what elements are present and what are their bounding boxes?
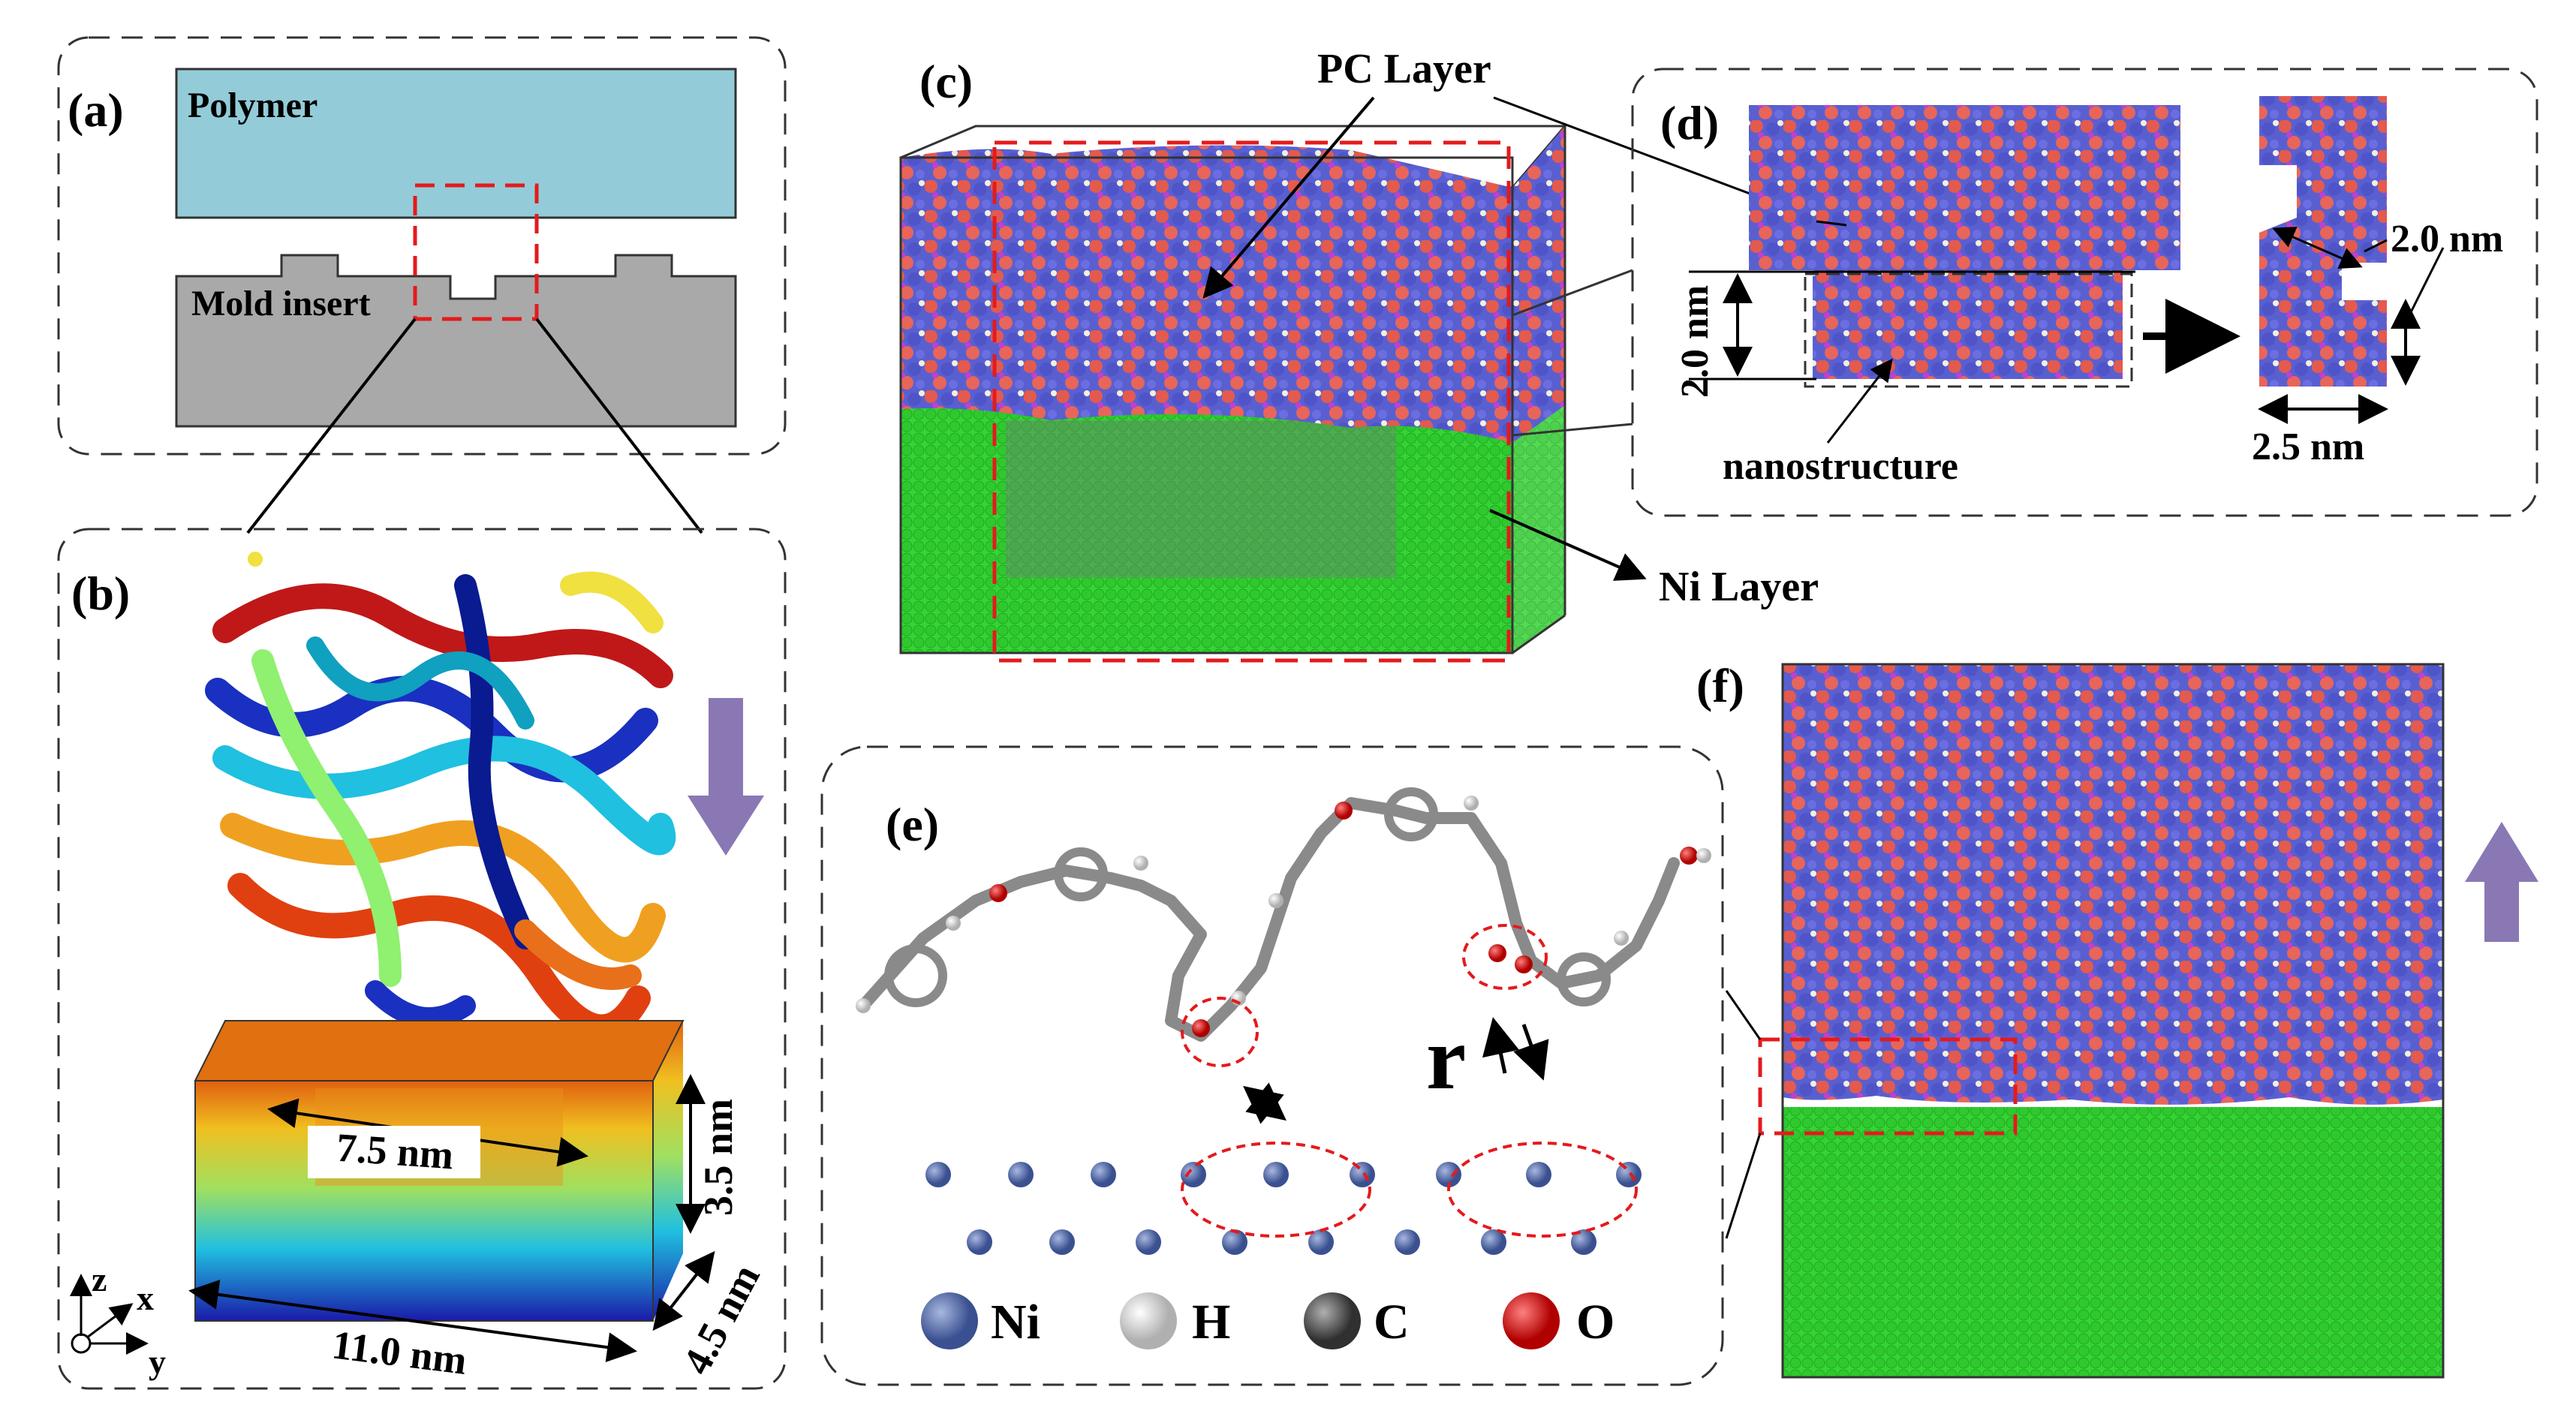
pc-layer-arrow	[1202, 96, 1375, 299]
panel-b: (b) 7.5 nm	[57, 528, 787, 1390]
zoom-region-dash	[413, 183, 539, 321]
ni-layer-side	[1512, 405, 1565, 653]
panel-a-label: (a)	[68, 83, 124, 137]
panel-f: (f)	[1696, 659, 2538, 1379]
pc-layer-label: PC Layer	[1317, 46, 1491, 92]
interaction-arrow-1	[1243, 1082, 1286, 1124]
panel-e: (e) r	[820, 745, 1724, 1386]
dim-right-text: 2.0 nm	[2391, 218, 2503, 260]
ni-highlight-2	[1447, 1142, 1638, 1238]
pc-layer-block	[901, 126, 1565, 443]
zoom-source-dash	[1758, 1037, 2018, 1136]
legend-h-icon	[1120, 1292, 1177, 1349]
highlight-ellipse-2	[1462, 924, 1548, 990]
mold-insert-label: Mold insert	[191, 284, 371, 323]
connector-d-1	[1512, 269, 1633, 317]
panel-e-frame	[820, 745, 1724, 1386]
ni-layer-label: Ni Layer	[1659, 564, 1819, 610]
pc-slab-right	[2259, 96, 2387, 387]
pc-layer-f	[1783, 664, 2443, 1105]
pc-molecule	[856, 787, 1711, 1042]
nanostructure-label: nanostructure	[1723, 445, 1958, 488]
mold-insert-block	[175, 254, 737, 428]
dim-height-text: 3.5 nm	[696, 1099, 741, 1216]
zoom-line-f-1	[1725, 990, 1762, 1040]
axis-y-label: y	[149, 1343, 166, 1381]
legend-o-label: O	[1576, 1295, 1615, 1349]
highlight-ellipse-1	[1181, 997, 1259, 1067]
panel-d: (d) 2.0 nm nanostructure 2.0 nm 2.5 nm	[1631, 68, 2538, 517]
connector-d-2	[1512, 423, 1633, 437]
arrow-down-icon	[688, 698, 764, 856]
dim-right-leader1	[2364, 239, 2388, 253]
dim-right-leader2	[2408, 247, 2445, 316]
dim-inner-text: 7.5 nm	[335, 1125, 455, 1178]
panel-b-label: (b)	[71, 567, 130, 620]
axis-z-label: z	[92, 1260, 107, 1298]
ni-layer-f	[1783, 1107, 2443, 1377]
panel-d-label: (d)	[1660, 96, 1719, 149]
axis-x-label: x	[137, 1279, 154, 1317]
axes-icon	[70, 1274, 149, 1355]
polymer-block	[175, 68, 737, 219]
r-arrow-down	[1513, 1024, 1549, 1081]
dim-width-text: 2.5 nm	[2252, 426, 2364, 468]
red-dashed-region	[992, 140, 1511, 663]
polymer-label: Polymer	[188, 86, 317, 125]
pc-slab-left	[1749, 105, 2180, 379]
arrow-up-icon	[2465, 822, 2538, 942]
dim-length-text: 11.0 nm	[330, 1322, 469, 1382]
panel-b-frame	[57, 528, 787, 1390]
ni-highlight-1	[1181, 1142, 1371, 1238]
box-edge	[1512, 614, 1566, 654]
atom-legend: Ni H C O	[921, 1292, 1615, 1349]
legend-ni-label: Ni	[991, 1295, 1040, 1349]
legend-h-label: H	[1192, 1295, 1230, 1349]
zoom-line-f-2	[1725, 1133, 1762, 1239]
dim-right-ref	[2272, 227, 2363, 269]
panel-f-frame	[1781, 663, 2445, 1379]
panel-e-label: (e)	[886, 798, 939, 851]
panel-a-frame	[57, 36, 787, 456]
ni-layer-block	[901, 405, 1512, 653]
legend-ni-icon	[921, 1292, 978, 1349]
ni-atom-row-1	[925, 1162, 1642, 1187]
zoom-line-left	[246, 317, 417, 534]
dim-depth-line	[652, 1250, 715, 1331]
panel-c: (c) PC Layer Ni Layer	[899, 46, 1855, 663]
legend-c-label: C	[1374, 1295, 1410, 1349]
dim-left-text: 2.0 nm	[1674, 285, 1717, 398]
zoom-line-right	[535, 317, 703, 534]
pc-layer-arrow-d	[1816, 220, 1847, 227]
panel-c-label: (c)	[919, 55, 973, 108]
legend-o-icon	[1503, 1292, 1560, 1349]
r-arrow-up	[1482, 1017, 1519, 1074]
legend-c-icon	[1304, 1292, 1361, 1349]
panel-a: (a) Polymer Mold insert	[57, 36, 787, 534]
dim-inner-box	[308, 1126, 480, 1178]
ni-layer-arrow	[1489, 509, 1647, 581]
box-front-outline	[899, 156, 1514, 654]
dim-length-line	[188, 1280, 637, 1362]
nanostructure-arrow	[1826, 358, 1893, 444]
dim-depth-text: 4.5 nm	[674, 1257, 769, 1382]
r-symbol: r	[1426, 1008, 1466, 1108]
polymer-chain-cluster	[205, 552, 676, 1040]
ni-embedded-structure	[1006, 420, 1396, 578]
nanostructure-dash	[1804, 272, 2133, 388]
ni-atom-row-2	[967, 1229, 1596, 1255]
panel-f-label: (f)	[1696, 659, 1744, 712]
